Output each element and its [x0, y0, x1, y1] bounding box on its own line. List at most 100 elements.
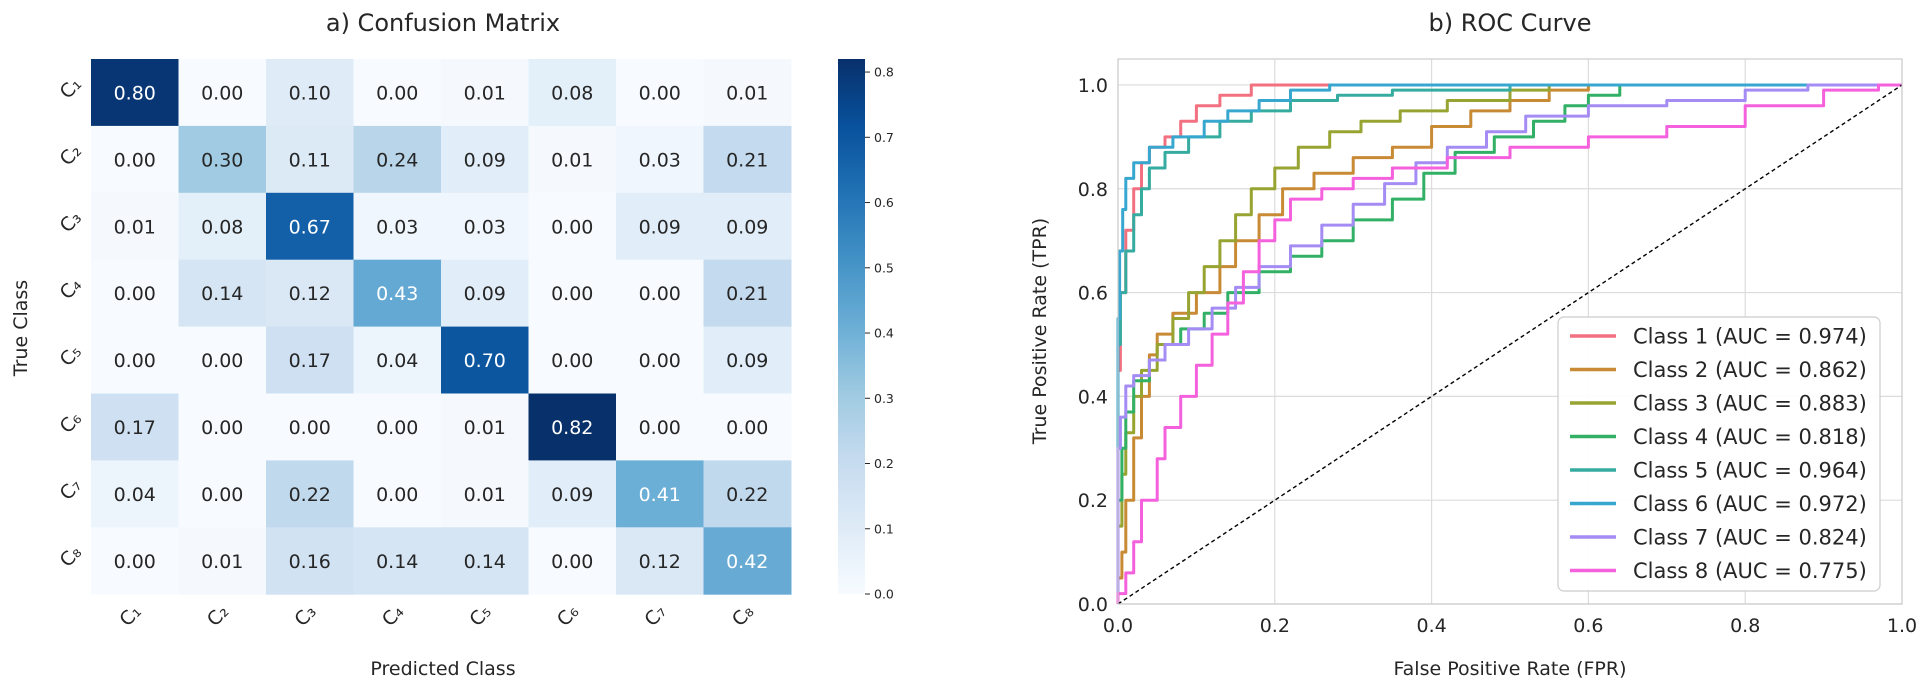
- heatmap-cell-label: 0.08: [201, 216, 243, 238]
- heatmap-cell: [91, 259, 179, 328]
- heatmap-cell: [441, 125, 529, 194]
- heatmap-cell-label: 0.00: [289, 417, 331, 439]
- colorbar-tick-label: 0.8: [874, 65, 894, 80]
- confusion-matrix-y-ticks: C₁ C₂ C₃ C₄ C₅ C₆ C₇ C₈: [56, 73, 87, 572]
- confusion-matrix-x-tick: C₆: [553, 601, 583, 631]
- heatmap-cell-label: 0.67: [289, 216, 331, 238]
- roc-series-line: [1116, 83, 1902, 604]
- heatmap-cell: [616, 125, 704, 194]
- heatmap-cell: [703, 326, 792, 394]
- heatmap-cell: [703, 393, 792, 461]
- legend-label: Class 1 (AUC = 0.974): [1633, 325, 1867, 349]
- heatmap-cell-label: 0.00: [376, 82, 418, 104]
- heatmap-cell: [441, 460, 529, 528]
- heatmap-cell: [353, 460, 442, 528]
- colorbar-tick-label: 0.3: [874, 391, 894, 406]
- heatmap-cell: [178, 192, 267, 261]
- heatmap-cell: [178, 393, 267, 461]
- heatmap-cell-label: 0.01: [464, 484, 506, 506]
- heatmap-cell: [91, 393, 179, 461]
- roc-x-tick: 0.4: [1416, 615, 1446, 637]
- roc-legend: Class 1 (AUC = 0.974) Class 2 (AUC = 0.86…: [1557, 316, 1881, 592]
- heatmap-cell-label: 0.16: [289, 551, 331, 573]
- heatmap-cell: [266, 460, 354, 528]
- heatmap-cell-label: 0.14: [464, 551, 506, 573]
- roc-y-ticks: 0.0 0.2 0.4 0.6 0.8 1.0: [1078, 75, 1108, 616]
- roc-y-tick: 0.0: [1078, 594, 1108, 616]
- roc-x-ticks: 0.0 0.2 0.4 0.6 0.8 1.0: [1103, 615, 1917, 637]
- heatmap-cell: [266, 527, 354, 595]
- confusion-matrix-y-tick: C₁: [56, 73, 86, 103]
- heatmap-cell: [528, 460, 617, 528]
- colorbar-tick-label: 0.7: [874, 130, 894, 145]
- heatmap-cell: [616, 527, 704, 595]
- heatmap-cell: [178, 326, 267, 394]
- heatmap-cell-label: 0.00: [376, 417, 418, 439]
- heatmap-cell-label: 0.01: [726, 82, 768, 104]
- heatmap-cell-label: 0.03: [464, 216, 506, 238]
- heatmap-cell: [178, 125, 267, 194]
- heatmap-cell: [353, 326, 442, 394]
- heatmap-cell-label: 0.09: [726, 350, 768, 372]
- colorbar-tick-label: 0.1: [874, 521, 894, 536]
- confusion-matrix-x-tick: C₃: [290, 601, 320, 631]
- heatmap-cell: [353, 259, 442, 328]
- confusion-matrix-y-tick: C₄: [56, 273, 87, 304]
- legend-label: Class 5 (AUC = 0.964): [1633, 459, 1867, 483]
- heatmap-cell-label: 0.24: [376, 149, 418, 171]
- heatmap-cell: [616, 326, 704, 394]
- roc-x-label: False Positive Rate (FPR): [1393, 658, 1626, 680]
- heatmap-cell: [528, 259, 617, 328]
- confusion-matrix-y-label: True Class: [10, 280, 32, 377]
- confusion-matrix-x-tick: C₇: [640, 601, 670, 631]
- confusion-matrix-title: a) Confusion Matrix: [326, 9, 560, 37]
- roc-y-label: True Positive Rate (TPR): [1029, 218, 1051, 445]
- heatmap-cell: [441, 393, 529, 461]
- heatmap-cell-label: 0.09: [464, 149, 506, 171]
- colorbar-ticks: 0.0 0.1 0.2 0.3 0.4 0.5 0.6 0.7 0.8: [865, 65, 894, 602]
- heatmap-cell-label: 0.00: [114, 350, 156, 372]
- heatmap-cell-label: 0.00: [201, 417, 243, 439]
- heatmap-cell-label: 0.70: [464, 350, 506, 372]
- heatmap-cell: [91, 192, 179, 261]
- roc-y-tick: 0.6: [1078, 283, 1108, 305]
- heatmap-cell-label: 0.22: [289, 484, 331, 506]
- legend-label: Class 4 (AUC = 0.818): [1633, 425, 1867, 449]
- legend-label: Class 2 (AUC = 0.862): [1633, 358, 1867, 382]
- heatmap-cell-label: 0.00: [551, 350, 593, 372]
- heatmap-cell-label: 0.04: [114, 484, 156, 506]
- heatmap-cell: [353, 393, 442, 461]
- heatmap-cell: [266, 192, 354, 261]
- confusion-matrix-y-tick: C₈: [56, 541, 86, 571]
- heatmap-cell-label: 0.00: [551, 551, 593, 573]
- heatmap-cell: [616, 259, 704, 328]
- heatmap-cell: [91, 460, 179, 528]
- confusion-matrix-y-tick: C₆: [56, 408, 86, 438]
- heatmap-cell-label: 0.00: [726, 417, 768, 439]
- heatmap-cell-label: 0.00: [376, 484, 418, 506]
- heatmap-cell-label: 0.00: [201, 350, 243, 372]
- heatmap-cell: [703, 259, 792, 328]
- heatmap-cell-label: 0.01: [464, 82, 506, 104]
- heatmap-cell: [91, 326, 179, 394]
- heatmap-cell-label: 0.14: [376, 551, 418, 573]
- heatmap-cell: [703, 192, 792, 261]
- colorbar-tick-label: 0.4: [874, 326, 894, 341]
- confusion-matrix-x-label: Predicted Class: [370, 658, 515, 680]
- heatmap-cell-label: 0.09: [726, 216, 768, 238]
- heatmap-cell: [353, 527, 442, 595]
- heatmap-cell-label: 0.00: [639, 350, 681, 372]
- heatmap-cell: [441, 192, 529, 261]
- heatmap-cell: [616, 393, 704, 461]
- heatmap-cell-label: 0.82: [551, 417, 593, 439]
- heatmap-cell-label: 0.22: [726, 484, 768, 506]
- heatmap-cell-label: 0.00: [114, 551, 156, 573]
- roc-x-tick: 1.0: [1887, 615, 1917, 637]
- heatmap-cell-label: 0.17: [114, 417, 156, 439]
- roc-y-tick: 1.0: [1078, 75, 1108, 97]
- heatmap-cell-label: 0.42: [726, 551, 768, 573]
- heatmap-cell-label: 0.21: [726, 149, 768, 171]
- roc-x-tick: 0.8: [1730, 615, 1760, 637]
- roc-series-line: [1116, 83, 1902, 604]
- heatmap-cell-label: 0.00: [114, 283, 156, 305]
